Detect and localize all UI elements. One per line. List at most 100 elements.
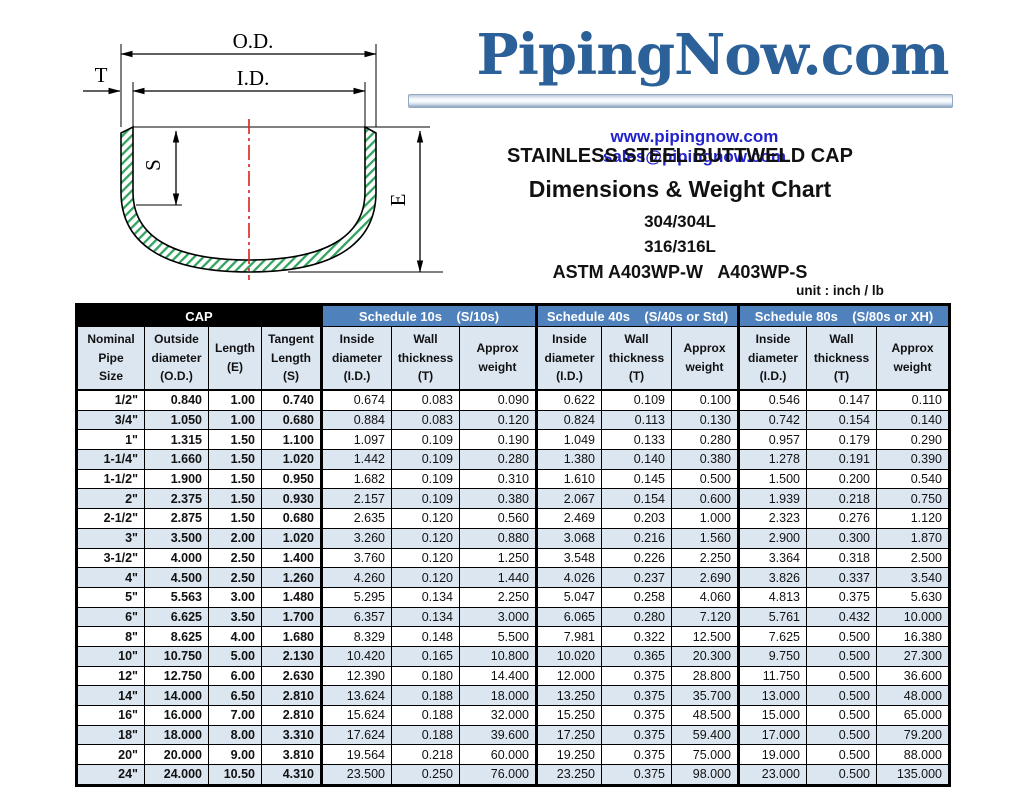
table-row: 2-1/2" 2.875 1.50 0.680 2.635 0.120 0.560 2.469… [76,508,950,529]
table-cell: 1.315 [144,429,209,451]
table-cell: 13.250 [535,685,602,706]
column-header: Tangent Length (S) [261,326,322,391]
table-cell: 0.109 [391,468,460,490]
table-cell: 0.109 [391,429,460,451]
table-cell: 2.690 [671,567,739,588]
table-cell: 2.250 [671,547,739,569]
table-cell: 0.100 [671,389,739,411]
table-cell: 0.390 [876,449,950,470]
t-label: T [95,63,108,87]
table-cell: 10.420 [320,645,392,667]
page-title: STAINLESS STEEL BUTTWELD CAP [507,145,853,167]
table-cell: 1.500 [737,468,807,490]
table-row: 2" 2.375 1.50 0.930 2.157 0.109 0.380 2.067 0.15… [76,488,950,510]
cap-wall-section [120,125,377,273]
table-row: 3" 3.500 2.00 1.020 3.260 0.120 0.880 3.068 0.21… [76,527,950,549]
table-cell: 0.218 [391,744,460,766]
table-cell: 2" [76,488,145,510]
table-row: 18" 18.000 8.00 3.310 17.624 0.188 39.600 17.25… [76,724,950,746]
table-cell: 0.375 [601,665,672,687]
table-cell: 0.109 [391,488,460,510]
table-cell: 0.500 [806,764,877,786]
table-cell: 3.540 [876,567,950,588]
table-cell: 3.810 [261,744,322,766]
table-cell: 3.50 [208,606,262,628]
table-row: 1/2" 0.840 1.00 0.740 0.674 0.083 0.090 0.622 0.… [76,389,950,411]
cap-dimension-diagram: O.D. I.D. T S E [83,29,443,280]
table-cell: 0.880 [459,527,537,549]
table-cell: 0.500 [806,685,877,706]
table-cell: 0.180 [391,665,460,687]
table-cell: 7.625 [737,626,807,647]
table-cell: 0.120 [391,547,460,569]
table-cell: 1.400 [261,547,322,569]
table-cell: 98.000 [671,764,739,786]
table-cell: 0.322 [601,626,672,647]
table-cell: 48.000 [876,685,950,706]
table-cell: 1.000 [671,508,739,529]
table-row: 5" 5.563 3.00 1.480 5.295 0.134 2.250 5.047 0.25… [76,586,950,608]
table-cell: 0.165 [391,645,460,667]
dimensions-weight-table: CAP Schedule 10s (S/10s) Schedule 40s (S/4… [75,303,951,787]
table-cell: 23.250 [535,764,602,786]
table-row: 1-1/4" 1.660 1.50 1.020 1.442 0.109 0.280 1.380… [76,449,950,470]
group-header: Schedule 80s (S/80s or XH) [737,304,950,327]
table-cell: 13.000 [737,685,807,706]
column-header: Inside diameter (I.D.) [737,326,807,391]
column-header: Inside diameter (I.D.) [535,326,602,391]
table-cell: 48.500 [671,705,739,726]
table-cell: 0.154 [806,409,877,431]
column-header: Wall thickness (T) [806,326,877,391]
table-cell: 20.000 [144,744,209,766]
table-row: 12" 12.750 6.00 2.630 12.390 0.180 14.400 12.00… [76,665,950,687]
group-header-row: CAP Schedule 10s (S/10s) Schedule 40s (S/4… [76,304,950,327]
table-cell: 0.109 [601,389,672,411]
table-cell: 0.957 [737,429,807,451]
table-cell: 19.250 [535,744,602,766]
table-cell: 20" [76,744,145,766]
table-cell: 0.600 [671,488,739,510]
table-cell: 8.329 [320,626,392,647]
table-cell: 17.250 [535,724,602,746]
table-cell: 0.154 [601,488,672,510]
table-cell: 0.884 [320,409,392,431]
table-cell: 0.216 [601,527,672,549]
table-cell: 0.824 [535,409,602,431]
table-cell: 3.500 [144,527,209,549]
column-header-row: Nominal Pipe Size Outside diameter (O.D.) Leng… [76,326,950,391]
table-cell: 1.50 [208,488,262,510]
table-cell: 1.939 [737,488,807,510]
table-cell: 1.50 [208,449,262,470]
table-cell: 16.380 [876,626,950,647]
table-cell: 0.110 [876,389,950,411]
table-cell: 6.625 [144,606,209,628]
table-cell: 0.674 [320,389,392,411]
table-cell: 2.469 [535,508,602,529]
table-cell: 79.200 [876,724,950,746]
table-cell: 59.400 [671,724,739,746]
table-cell: 0.500 [806,626,877,647]
table-cell: 1.00 [208,389,262,411]
table-cell: 0.380 [671,449,739,470]
table-cell: 1.50 [208,429,262,451]
table-cell: 0.375 [806,586,877,608]
table-cell: 0.300 [806,527,877,549]
website-link[interactable]: www.pipingnow.com [610,127,779,146]
table-cell: 1.560 [671,527,739,549]
table-cell: 3.000 [459,606,537,628]
table-cell: 2-1/2" [76,508,145,529]
table-cell: 1.020 [261,527,322,549]
table-row: 1-1/2" 1.900 1.50 0.950 1.682 0.109 0.310 1.610… [76,468,950,490]
table-cell: 2.50 [208,567,262,588]
email-link[interactable]: sales@pipingnow.com [602,147,787,166]
table-cell: 3.826 [737,567,807,588]
table-cell: 12.000 [535,665,602,687]
table-cell: 0.134 [391,586,460,608]
table-cell: 0.560 [459,508,537,529]
column-header: Inside diameter (I.D.) [320,326,392,391]
table-cell: 0.310 [459,468,537,490]
grade-304: 304/304L [644,212,716,231]
table-cell: 4.310 [261,764,322,786]
table-cell: 2.810 [261,685,322,706]
